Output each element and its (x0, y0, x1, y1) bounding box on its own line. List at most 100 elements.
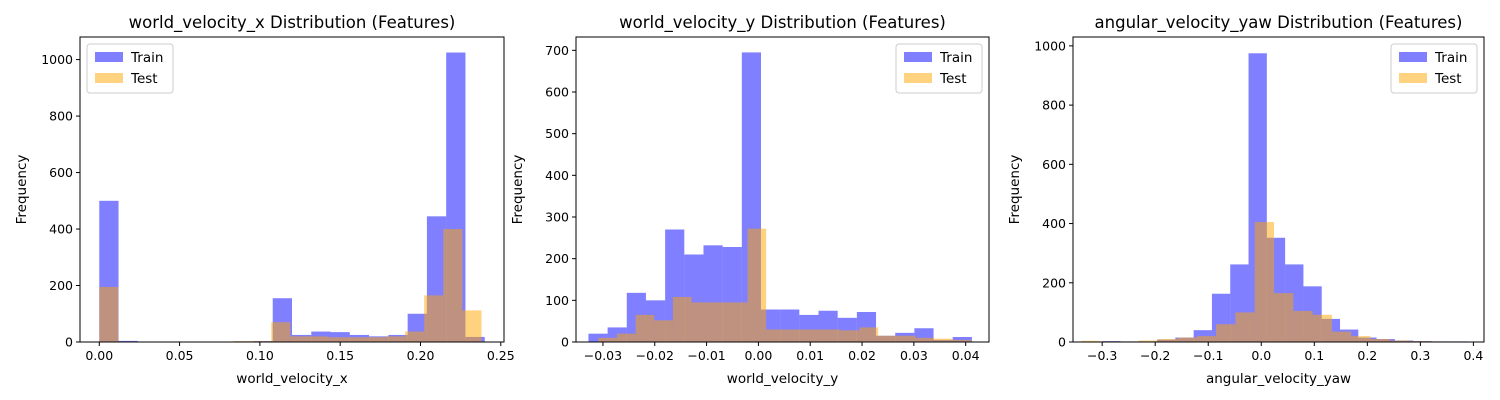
axes-frame (575, 36, 990, 343)
x-tick-label: −0.2 (1140, 348, 1170, 363)
histogram-bar-test (1235, 312, 1255, 342)
series-test (598, 228, 972, 342)
histogram-bar-train (588, 333, 608, 342)
histogram-bar-train (118, 340, 138, 342)
histogram-bar-test (896, 335, 916, 342)
histogram-bar-test (328, 337, 348, 342)
histogram-bar-test (878, 335, 897, 342)
legend-label-test: Test (1434, 71, 1462, 87)
histogram-bar-test (1158, 339, 1178, 342)
x-tick-label: 0.25 (487, 348, 515, 363)
y-tick-label: 600 (1042, 157, 1066, 172)
y-tick-label: 0 (561, 335, 569, 350)
y-tick-label: 700 (545, 43, 569, 58)
y-tick-label: 1000 (41, 52, 73, 67)
axes-frame (1072, 36, 1485, 343)
x-tick-label: 0.4 (1463, 348, 1483, 363)
series-test (1080, 222, 1468, 342)
x-tick-label: 0.2 (1357, 348, 1377, 363)
legend: Train Test (1390, 43, 1478, 94)
y-tick-label: 500 (545, 126, 569, 141)
legend: Train Test (86, 43, 174, 94)
x-tick-label: 0.02 (848, 348, 876, 363)
y-axis-label: Frequency (1007, 155, 1023, 225)
histogram-bar-test (1331, 331, 1352, 342)
y-tick-label: 1000 (1034, 38, 1066, 53)
chart-panel-1: 0.00 0.05 0.10 0.15 0.20 0.25 0 200 400 600 800 100… (14, 13, 515, 387)
histogram-bar-test (1273, 293, 1294, 342)
x-tick-label: 0.10 (246, 348, 274, 363)
y-tick-label: 200 (1042, 275, 1066, 290)
y-tick-label: 300 (545, 210, 569, 225)
x-tick-label: 0.04 (952, 348, 980, 363)
series-test (99, 229, 482, 342)
histogram-bar-test (952, 339, 972, 342)
x-tick-label: 0.05 (166, 348, 194, 363)
histogram-bar-test (915, 337, 935, 342)
histogram-bar-test (710, 302, 729, 342)
chart-panel-3: −0.3 −0.2 −0.1 0.0 0.1 0.2 0.3 0.4 0 200 400 600 800… (1007, 13, 1485, 387)
x-tick-label: 0.20 (407, 348, 435, 363)
chart-panel-2: −0.03 −0.02 −0.01 0.00 0.01 0.02 0.03 0.04 0 100 2… (510, 13, 990, 387)
histogram-bar-train (952, 337, 972, 342)
histogram-bar-test (654, 320, 673, 342)
histogram-bar-test (1312, 314, 1332, 342)
x-tick-label: 0.01 (796, 348, 824, 363)
legend-swatch-test (904, 73, 932, 83)
x-axis-label: world_velocity_x (236, 371, 347, 387)
histogram-bar-test (635, 314, 655, 342)
legend-swatch-test (95, 73, 123, 83)
x-tick-label: 0.1 (1304, 348, 1324, 363)
histogram-bar-test (840, 330, 860, 342)
x-tick-label: −0.01 (687, 348, 725, 363)
legend-label-test: Test (939, 71, 967, 87)
histogram-bar-test (766, 329, 785, 342)
histogram-bar-test (1177, 337, 1197, 342)
histogram-bar-test (443, 229, 463, 342)
x-tick-label: 0.3 (1410, 348, 1430, 363)
y-tick-label: 600 (49, 165, 73, 180)
legend-swatch-train (1399, 52, 1427, 62)
histogram-bar-test (462, 310, 482, 342)
x-tick-label: −0.03 (584, 348, 622, 363)
x-tick-label: −0.1 (1193, 348, 1223, 363)
y-tick-label: 400 (545, 168, 569, 183)
legend-label-train: Train (939, 50, 972, 66)
histogram-bar-test (309, 336, 329, 342)
histogram-bar-test (672, 297, 692, 342)
x-axis-label: world_velocity_y (727, 371, 838, 387)
histogram-bar-test (405, 331, 425, 342)
legend-label-train: Train (1434, 50, 1467, 66)
histogram-bar-test (1293, 310, 1313, 342)
y-tick-label: 400 (1042, 216, 1066, 231)
legend-swatch-train (904, 52, 932, 62)
chart-title: angular_velocity_yaw Distribution (Featu… (1095, 13, 1463, 33)
legend-swatch-train (95, 52, 123, 62)
histogram-bar-test (347, 337, 367, 342)
chart-title: world_velocity_y Distribution (Features) (619, 13, 946, 33)
y-tick-label: 0 (1058, 335, 1066, 350)
histogram-bar-test (822, 329, 841, 342)
y-tick-label: 200 (49, 278, 73, 293)
x-tick-label: 0.00 (744, 348, 772, 363)
histogram-bar-test (728, 302, 748, 342)
x-tick-label: 0.00 (85, 348, 113, 363)
histogram-bar-test (99, 286, 119, 342)
x-tick-label: 0.0 (1251, 348, 1271, 363)
axes-frame (79, 36, 505, 343)
y-axis-label: Frequency (510, 155, 526, 225)
histogram-bar-train (330, 332, 350, 342)
histogram-bar-test (1138, 340, 1159, 342)
histogram-bar-test (1196, 336, 1217, 342)
histogram-bar-test (1370, 339, 1390, 342)
histogram-bar-test (1351, 336, 1371, 342)
y-tick-label: 600 (545, 85, 569, 100)
y-tick-label: 0 (65, 335, 73, 350)
histogram-bar-test (366, 337, 386, 342)
histogram-bar-test (859, 327, 879, 342)
legend-label-train: Train (130, 50, 163, 66)
x-tick-label: −0.02 (636, 348, 674, 363)
y-axis-label: Frequency (14, 155, 30, 225)
histogram-bar-test (424, 295, 444, 342)
